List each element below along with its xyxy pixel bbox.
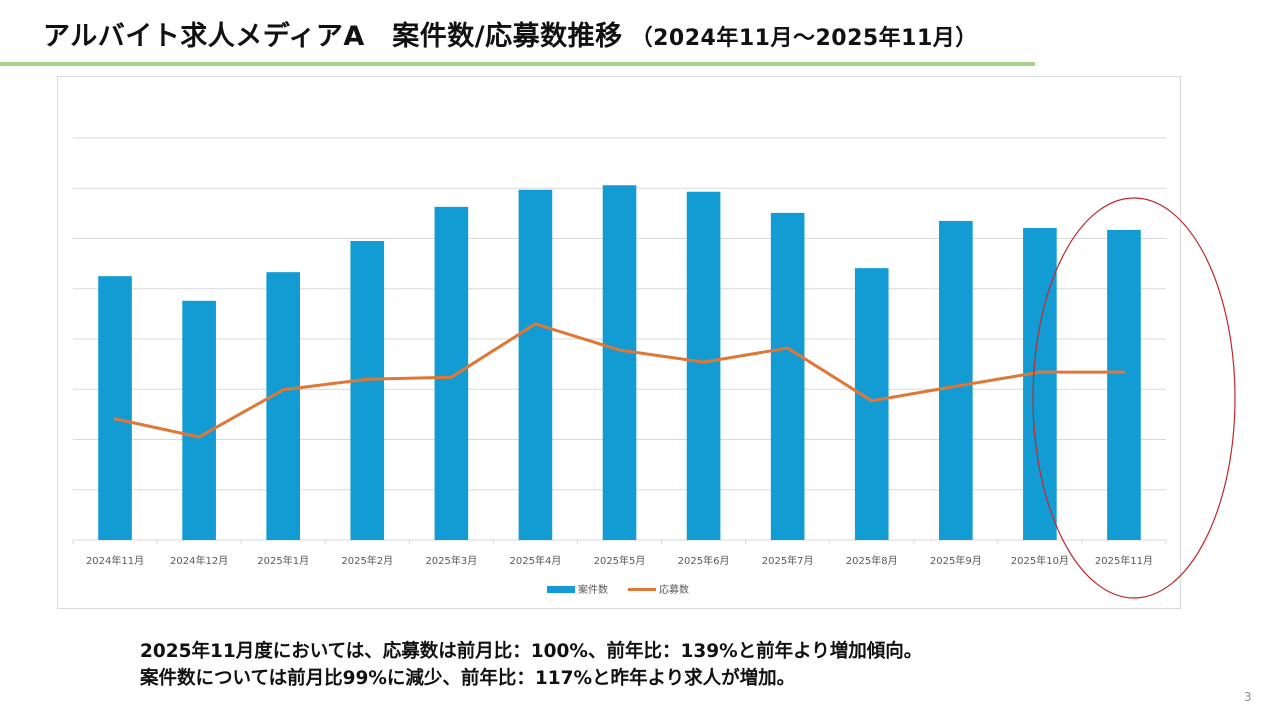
combo-chart: 2024年11月 2024年12月 2025年1月 2025年2月 2025年3月 202…	[72, 137, 1167, 596]
x-tick-label: 2025年2月	[341, 554, 393, 567]
page-number: 3	[1244, 690, 1252, 704]
legend-swatch-bar	[547, 586, 575, 593]
legend-label-line: 応募数	[659, 583, 689, 596]
x-tick-label: 2024年12月	[170, 554, 228, 567]
x-tick-label: 2025年7月	[762, 554, 814, 567]
bar-6	[602, 185, 637, 541]
summary-line-2: 案件数については前月比99%に減少、前年比：117%と昨年より求人が増加。	[140, 668, 796, 689]
x-tick-label: 2025年8月	[846, 554, 898, 567]
legend-label-bar: 案件数	[578, 583, 608, 596]
slide-title: アルバイト求人メディアA 案件数/応募数推移 （2024年11月～2025年11月…	[43, 14, 978, 53]
x-tick-label: 2025年5月	[594, 554, 646, 567]
x-tick-label: 2024年11月	[86, 554, 144, 567]
bar-12	[1107, 229, 1141, 540]
x-tick-label: 2025年1月	[257, 554, 309, 567]
title-underline	[0, 62, 1035, 66]
bar-2	[266, 272, 301, 540]
title-text: アルバイト求人メディアA 案件数/応募数推移	[43, 21, 623, 52]
x-tick-label: 2025年3月	[425, 554, 477, 567]
x-tick-label: 2025年9月	[930, 554, 982, 567]
x-axis-ticks	[72, 540, 1167, 544]
bar-8	[770, 212, 805, 540]
bar-1	[182, 300, 216, 540]
summary-line-1: 2025年11月度においては、応募数は前月比：100%、前年比：139%と前年よ…	[140, 641, 923, 662]
bar-0	[98, 276, 132, 540]
bar-3	[350, 241, 385, 540]
bar-7	[686, 191, 721, 540]
title-period: （2024年11月～2025年11月）	[630, 26, 978, 51]
bar-10	[938, 220, 973, 540]
bar-5	[518, 189, 553, 540]
x-tick-label: 2025年6月	[678, 554, 730, 567]
bar-4	[434, 206, 469, 540]
chart-area: 2024年11月 2024年12月 2025年1月 2025年2月 2025年3月 202…	[57, 76, 1181, 609]
bar-11	[1023, 227, 1057, 540]
x-tick-label: 2025年10月	[1011, 554, 1069, 567]
x-tick-label: 2025年4月	[510, 554, 562, 567]
bar-9	[854, 268, 889, 540]
x-tick-label: 2025年11月	[1095, 554, 1153, 567]
summary-text: 2025年11月度においては、応募数は前月比：100%、前年比：139%と前年よ…	[140, 638, 922, 692]
legend: 案件数 応募数	[547, 583, 689, 596]
x-axis-labels: 2024年11月 2024年12月 2025年1月 2025年2月 2025年3月 202…	[86, 554, 1153, 567]
